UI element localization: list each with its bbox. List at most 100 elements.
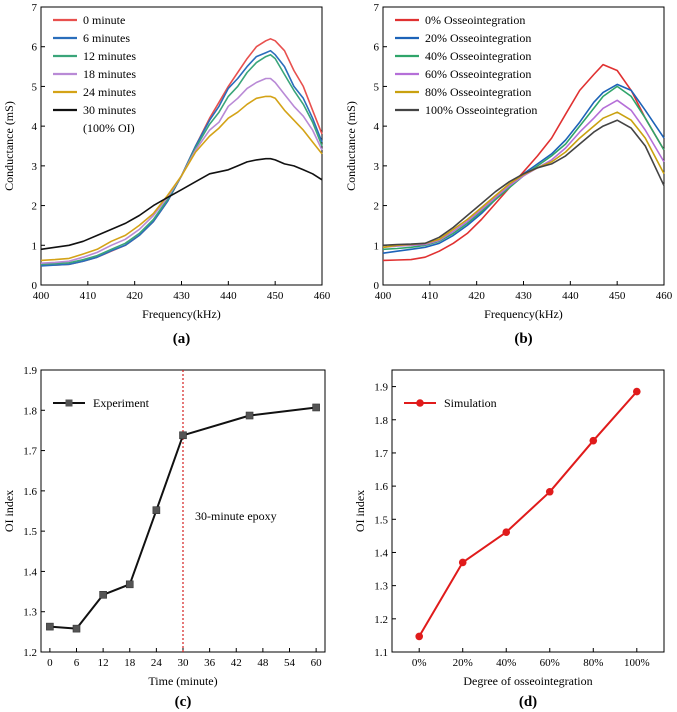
y-tick-label: 1 <box>374 240 380 252</box>
legend-entry: 12 minutes <box>83 49 136 63</box>
series-line-5 <box>382 111 665 249</box>
y-tick-label: 1.8 <box>374 415 388 427</box>
x-tick-label: 6 <box>74 657 80 669</box>
panel-2: 0 1 2 3 4 5 6 7 400 410 420 430 440 450 460 Frequency(k… <box>344 2 673 347</box>
x-tick-label: 460 <box>656 290 673 302</box>
x-tick-label: 18 <box>124 657 136 669</box>
y-axis-label: Conductance (mS) <box>2 101 16 191</box>
y-tick-label: 1.2 <box>374 614 388 626</box>
x-tick-label: 400 <box>33 290 50 302</box>
legend-entry: 40% Osseointegration <box>425 49 531 63</box>
y-tick-label: 7 <box>374 2 380 14</box>
legend-entry: 24 minutes <box>83 85 136 99</box>
data-point <box>458 558 467 567</box>
data-point <box>545 487 554 496</box>
series-line-1 <box>382 63 665 262</box>
data-point <box>312 403 320 412</box>
x-tick-label: 420 <box>468 290 485 302</box>
data-point <box>502 528 511 537</box>
legend-marker <box>416 399 424 407</box>
x-axis-label: Frequency(kHz) <box>484 307 563 321</box>
panel-3: 1.2 1.3 1.4 1.5 1.6 1.7 1.8 1.9 0 6 12 18 24 30 36 42 48… <box>2 365 326 710</box>
series-line-1 <box>49 406 317 630</box>
x-axis-label: Frequency(kHz) <box>142 307 221 321</box>
x-tick-label: 420 <box>126 290 143 302</box>
x-tick-label: 20% <box>453 657 473 669</box>
series-line-4 <box>382 99 665 249</box>
y-tick-label: 1.3 <box>374 581 388 593</box>
panel-4: 1.1 1.2 1.3 1.4 1.5 1.6 1.7 1.8 1.9 0% 20% 40% 60% 80… <box>353 369 665 710</box>
legend-entry: 6 minutes <box>83 31 130 45</box>
y-tick-label: 1.2 <box>23 647 37 659</box>
y-tick-label: 1.6 <box>23 486 37 498</box>
x-tick-label: 40% <box>496 657 516 669</box>
x-tick-label: 450 <box>609 290 626 302</box>
y-tick-label: 1.5 <box>23 526 37 538</box>
x-tick-label: 430 <box>515 290 532 302</box>
series-line-3 <box>40 53 323 266</box>
x-tick-label: 24 <box>151 657 163 669</box>
legend-entry: 100% Osseointegration <box>425 103 537 117</box>
x-tick-label: 60% <box>540 657 560 669</box>
panel-label: (b) <box>514 331 532 347</box>
y-tick-label: 2 <box>32 201 38 213</box>
panel-1: 0 1 2 3 4 5 6 7 400 410 420 430 440 450 460 Frequency(k… <box>2 2 331 347</box>
data-point <box>46 622 54 631</box>
y-tick-label: 6 <box>32 42 38 54</box>
y-tick-label: 1.8 <box>23 405 37 417</box>
y-tick-label: 1.7 <box>374 448 388 460</box>
x-tick-label: 440 <box>562 290 579 302</box>
x-tick-label: 440 <box>220 290 237 302</box>
legend-entry: Experiment <box>93 396 150 410</box>
x-tick-label: 12 <box>98 657 109 669</box>
panel-label: (c) <box>175 694 192 710</box>
y-tick-label: 1 <box>32 240 38 252</box>
x-tick-label: 30 <box>178 657 190 669</box>
y-tick-label: 5 <box>374 81 380 93</box>
y-tick-label: 1.4 <box>374 547 388 559</box>
y-tick-label: 0 <box>32 280 38 292</box>
x-tick-label: 80% <box>583 657 603 669</box>
y-tick-label: 6 <box>374 42 380 54</box>
y-tick-label: 4 <box>32 121 38 133</box>
legend-entry: 80% Osseointegration <box>425 85 531 99</box>
legend-marker <box>65 399 73 407</box>
y-tick-label: 1.3 <box>23 607 37 619</box>
data-point <box>179 431 187 440</box>
x-tick-label: 0 <box>47 657 53 669</box>
y-tick-label: 2 <box>374 201 380 213</box>
x-tick-label: 42 <box>231 657 242 669</box>
y-tick-label: 1.5 <box>374 514 388 526</box>
series-line-5 <box>40 95 323 262</box>
y-tick-label: 5 <box>32 81 38 93</box>
data-point <box>152 506 161 514</box>
x-tick-label: 100% <box>624 657 650 669</box>
legend-entry: 0 minute <box>83 13 125 27</box>
x-axis-label: Degree of osseointegration <box>463 674 592 688</box>
x-tick-label: 0% <box>412 657 427 669</box>
y-tick-label: 3 <box>32 161 38 173</box>
x-tick-label: 36 <box>204 657 216 669</box>
series-line-4 <box>40 77 323 264</box>
x-tick-label: 430 <box>173 290 190 302</box>
x-tick-label: 60 <box>311 657 323 669</box>
x-tick-label: 54 <box>284 657 296 669</box>
legend-entry: 60% Osseointegration <box>425 67 531 81</box>
y-tick-label: 1.4 <box>23 566 37 578</box>
y-axis-label: Conductance (mS) <box>344 101 358 191</box>
data-point <box>415 632 424 641</box>
plot-frame <box>391 369 665 653</box>
x-tick-label: 410 <box>80 290 97 302</box>
y-axis-label: OI index <box>353 490 367 532</box>
y-tick-label: 4 <box>374 121 380 133</box>
series-line-6 <box>40 157 323 251</box>
data-point <box>72 624 81 633</box>
y-tick-label: 1.9 <box>374 382 388 394</box>
y-tick-label: 1.7 <box>23 446 37 458</box>
y-tick-label: 0 <box>374 280 380 292</box>
data-point <box>245 411 254 420</box>
x-tick-label: 460 <box>314 290 331 302</box>
x-axis-label: Time (minute) <box>148 674 217 688</box>
series-line-6 <box>382 119 665 247</box>
